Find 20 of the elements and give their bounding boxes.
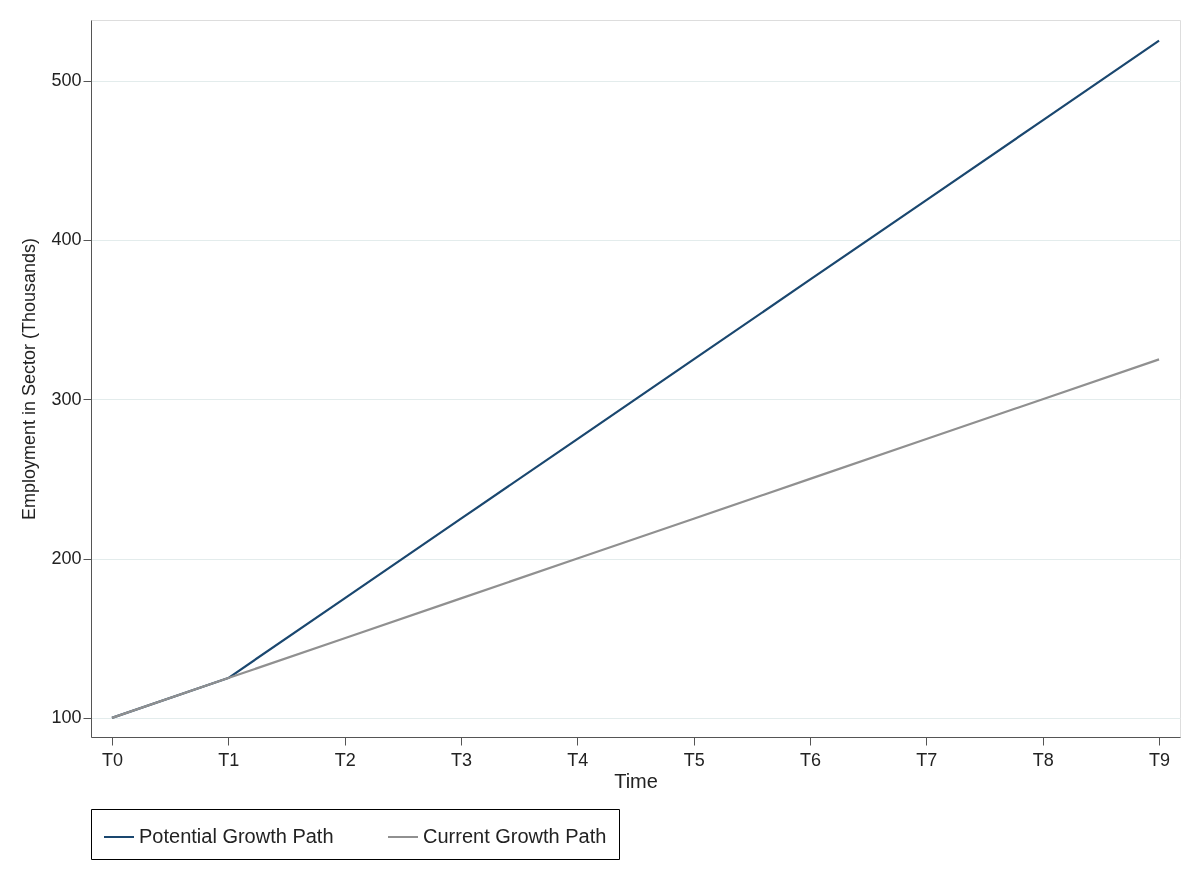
x-tick-label: T5 [683, 749, 705, 770]
line-series [110, 358, 1161, 719]
x-tick-label: T6 [800, 749, 822, 770]
y-tick-label: 500 [51, 70, 82, 91]
x-tick-label: T7 [916, 749, 938, 770]
x-tick-label: T9 [1149, 749, 1171, 770]
x-tick-label: T8 [1032, 749, 1054, 770]
legend-label: Potential Growth Path [139, 825, 334, 847]
y-tick-label: 200 [51, 548, 82, 569]
x-tick-label: T2 [334, 749, 356, 770]
y-axis-title: Employment in Sector (Thousands) [19, 237, 40, 521]
y-tick-label: 400 [51, 229, 82, 250]
x-tick-label: T0 [101, 749, 123, 770]
x-tick-label: T4 [567, 749, 589, 770]
x-tick-label: T3 [450, 749, 472, 770]
y-tick-label: 100 [51, 707, 82, 728]
y-tick-label: 300 [51, 388, 82, 409]
x-tick-label: T1 [218, 749, 240, 770]
x-axis-title: Time [614, 769, 658, 792]
legend-label: Current Growth Path [423, 825, 607, 847]
